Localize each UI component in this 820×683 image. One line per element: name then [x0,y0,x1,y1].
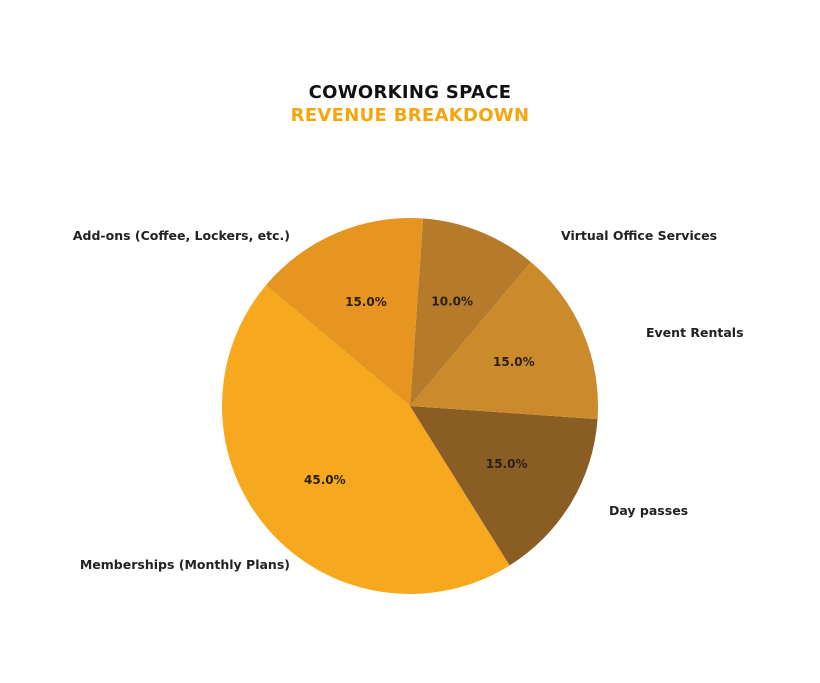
slice-category-label: Virtual Office Services [561,228,717,243]
pie-slice [410,261,598,420]
slice-category-label: Event Rentals [646,325,744,340]
chart-title: COWORKING SPACE [308,82,512,103]
slice-category-label: Add-ons (Coffee, Lockers, etc.) [73,228,290,243]
slice-percent-label: 10.0% [431,294,473,308]
pie-slice [265,218,424,406]
chart-subtitle: REVENUE BREAKDOWN [290,105,530,126]
slice-category-label: Memberships (Monthly Plans) [80,557,290,572]
slice-percent-label: 15.0% [345,295,387,309]
slice-percent-label: 15.0% [486,457,528,471]
pie-slice [410,406,598,566]
pie-slice [410,218,531,406]
slice-percent-label: 45.0% [304,473,346,487]
pie-slice [222,285,510,594]
slice-percent-label: 15.0% [493,355,535,369]
slice-category-label: Day passes [609,503,688,518]
